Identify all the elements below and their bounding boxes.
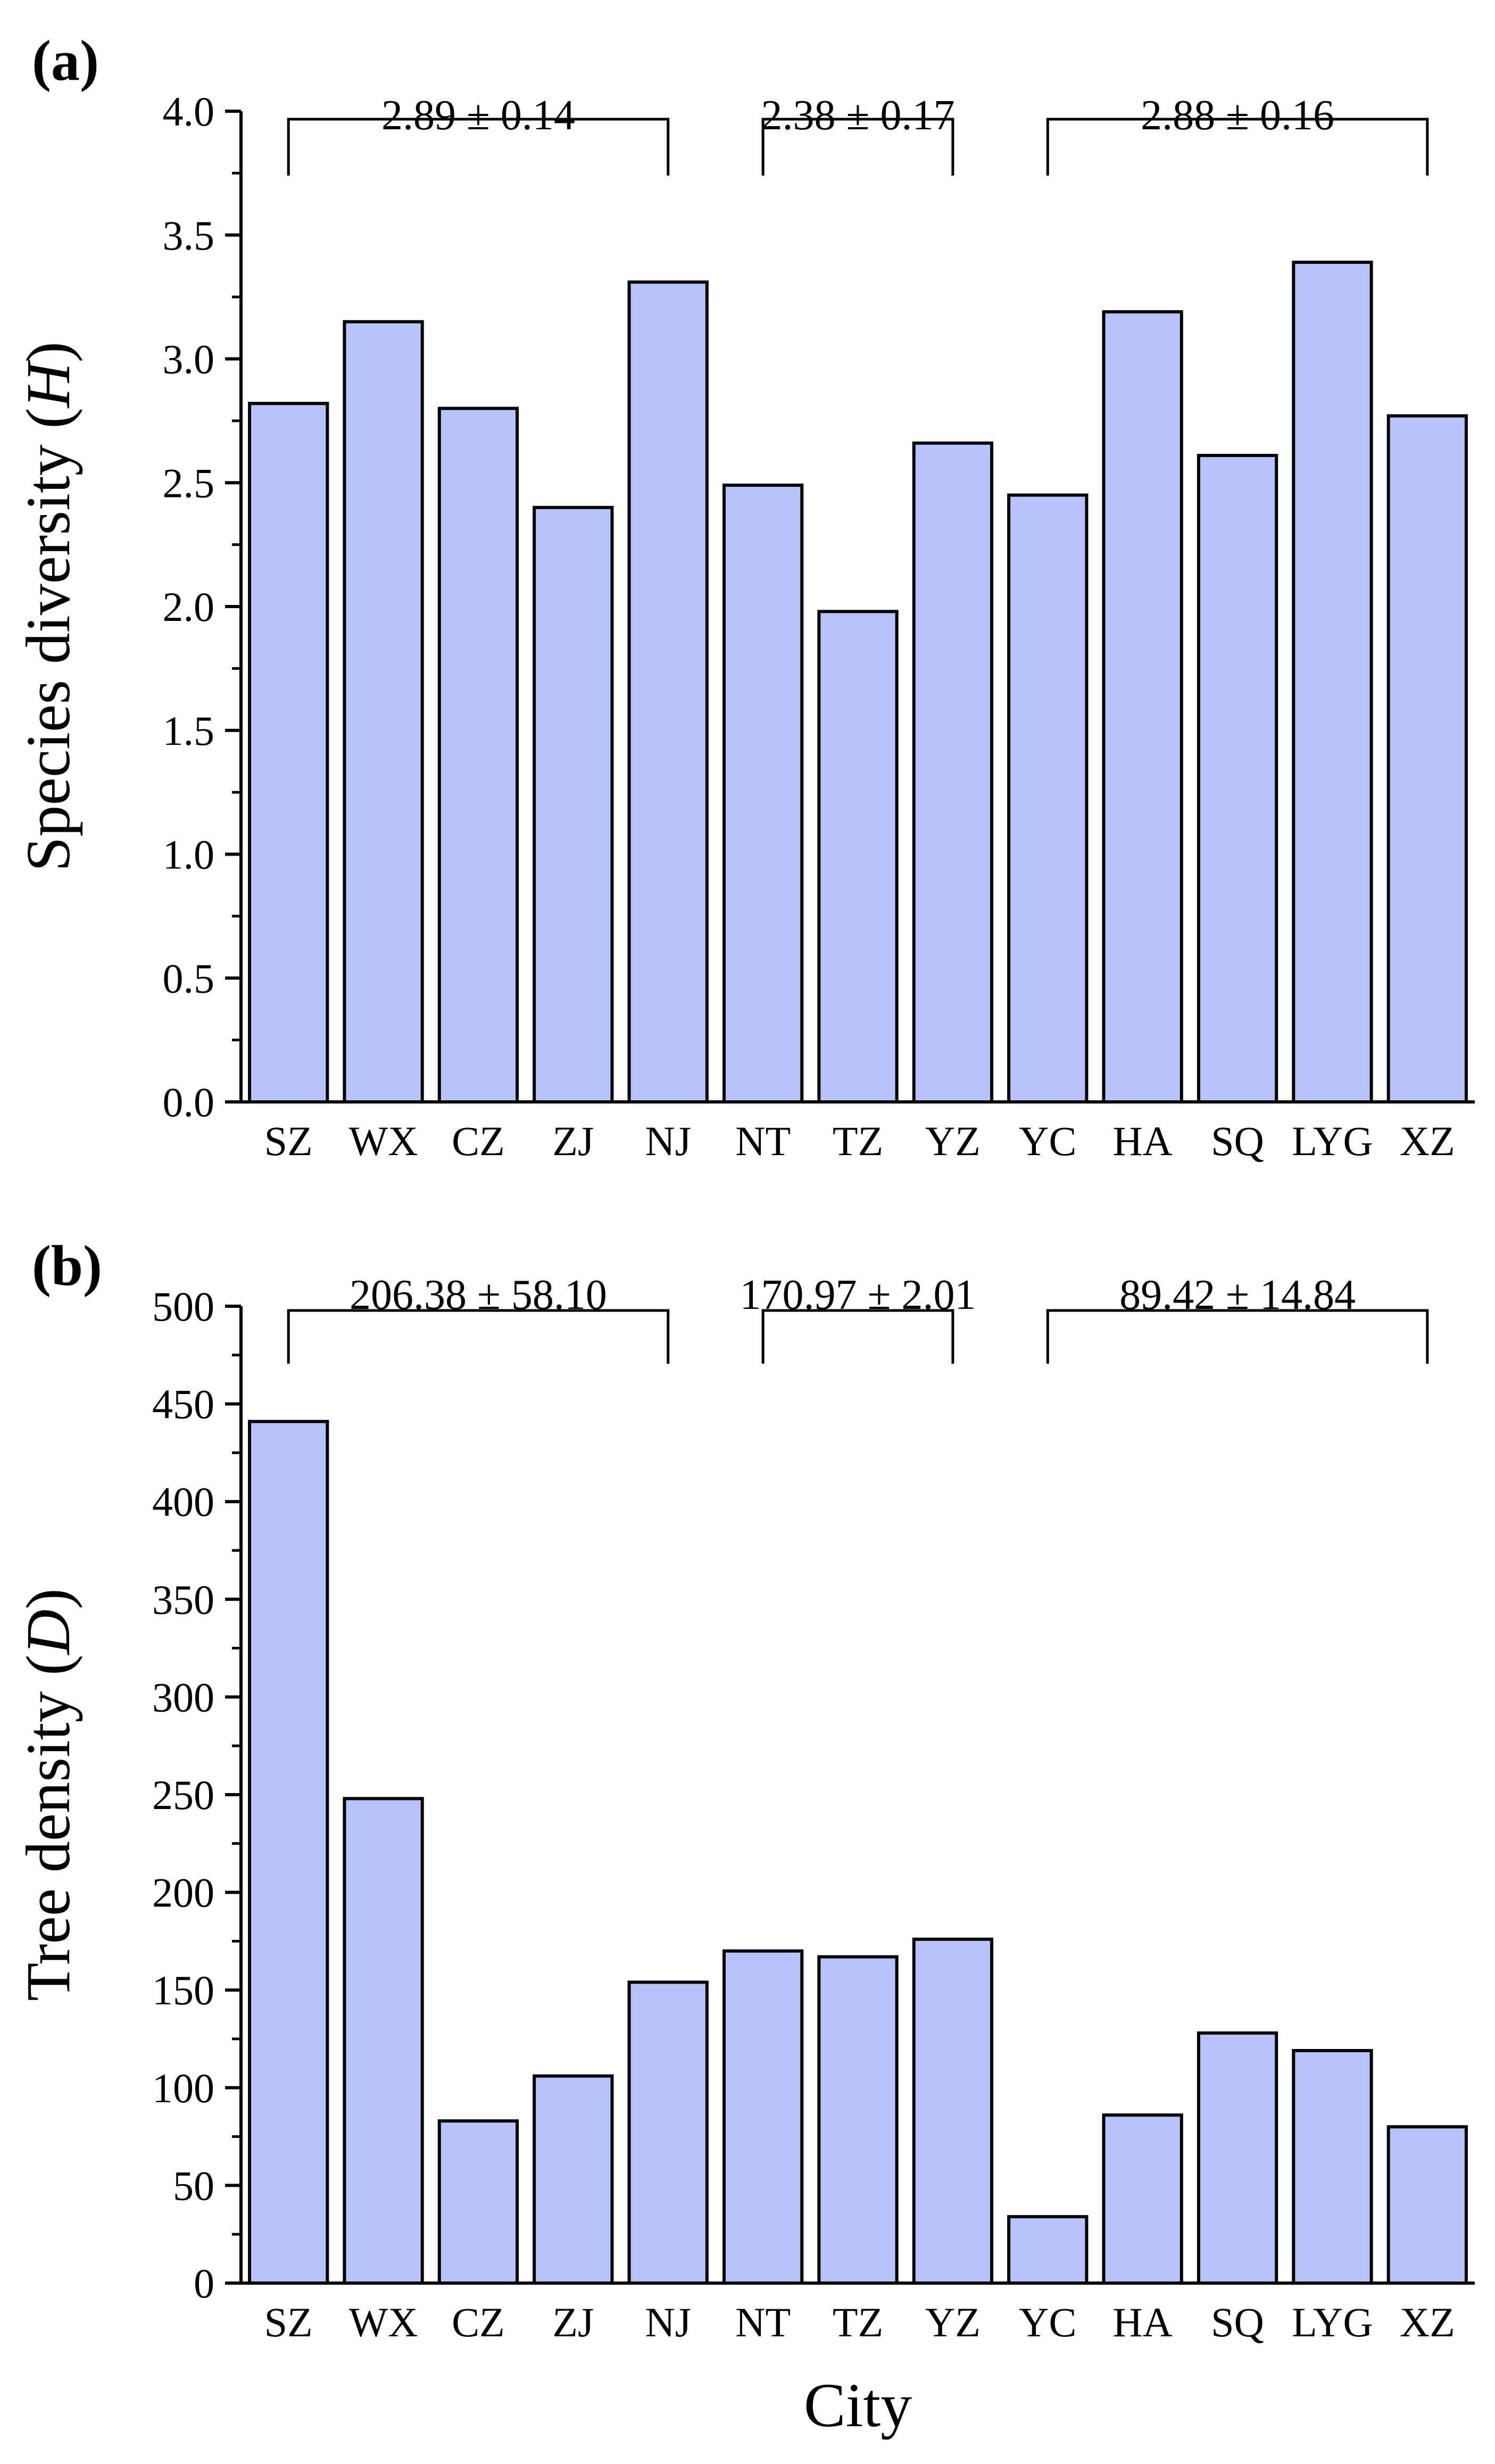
bar-sz: [248, 1420, 329, 2285]
x-tick-label: SZ: [264, 2299, 313, 2345]
y-tick-label: 1.5: [163, 708, 215, 754]
y-tick-label: 0.5: [163, 955, 215, 1001]
bar-nj: [627, 280, 709, 1104]
y-axis-title: Species diversity (H): [13, 342, 83, 872]
bar-nt: [722, 483, 804, 1104]
y-tick-label: 450: [152, 1381, 214, 1428]
y-tick-label: 200: [152, 1870, 214, 1916]
group-bracket: [761, 1309, 954, 1364]
bar-sq: [1197, 2031, 1278, 2285]
bar-lyg: [1292, 260, 1373, 1104]
panel-label: (a): [32, 29, 99, 93]
bar-nj: [627, 1980, 709, 2285]
group-bracket: [287, 118, 670, 176]
y-tick-label: 150: [152, 1967, 214, 2013]
bar-zj: [533, 505, 614, 1104]
x-tick-label: XZ: [1400, 1118, 1455, 1164]
group-bracket: [761, 118, 954, 176]
x-tick-label: HA: [1112, 2299, 1173, 2345]
bar-zj: [533, 2074, 614, 2285]
bar-tz: [817, 1955, 899, 2285]
group-mean-label: 2.38 ± 0.17: [761, 92, 955, 139]
y-tick-label: 2.0: [163, 584, 215, 630]
x-tick-label: ZJ: [552, 2299, 594, 2345]
x-tick-label: SQ: [1211, 2299, 1264, 2345]
y-tick-label: 500: [152, 1283, 214, 1330]
bar-yz: [912, 441, 994, 1104]
y-tick-label: 3.5: [163, 212, 215, 259]
x-tick-label: TZ: [833, 2299, 883, 2345]
x-tick-label: YZ: [925, 1118, 981, 1164]
group-mean-label: 2.88 ± 0.16: [1141, 92, 1334, 139]
bar-tz: [817, 610, 899, 1104]
group-bracket: [1046, 118, 1429, 176]
x-tick-label: CZ: [452, 2299, 505, 2345]
x-tick-label: TZ: [833, 1118, 883, 1164]
group-bracket: [287, 1309, 670, 1364]
y-tick-label: 4.0: [163, 88, 215, 135]
y-tick-label: 250: [152, 1772, 214, 1818]
x-tick-label: NT: [735, 2299, 791, 2345]
group-bracket: [1046, 1309, 1429, 1364]
x-tick-label: HA: [1112, 1118, 1173, 1164]
bar-wx: [343, 320, 424, 1104]
bar-nt: [722, 1949, 804, 2285]
group-mean-label: 89.42 ± 14.84: [1119, 1272, 1356, 1318]
bar-cz: [437, 406, 519, 1104]
panel-a: (a) 0.0 0.5 1.0 1.5 2.0 2.5 3.0 3.5 4.0 SZ WX CZ ZJ NJ…: [13, 29, 1475, 1164]
y-tick-label: 350: [152, 1577, 214, 1623]
y-tick-label: 1.0: [163, 832, 215, 878]
y-tick-label: 50: [173, 2162, 214, 2209]
group-mean-label: 2.89 ± 0.14: [381, 92, 575, 139]
group-mean-label: 170.97 ± 2.01: [740, 1272, 976, 1318]
bar-ha: [1102, 2113, 1183, 2285]
y-tick-label: 100: [152, 2065, 214, 2111]
x-axis-title: City: [804, 2370, 912, 2440]
y-tick-label: 3.0: [163, 336, 215, 383]
x-tick-label: YZ: [925, 2299, 981, 2345]
bar-yc: [1007, 493, 1089, 1104]
x-tick-label: YC: [1019, 2299, 1076, 2345]
x-tick-label: SQ: [1211, 1118, 1264, 1164]
x-tick-label: XZ: [1400, 2299, 1455, 2345]
y-tick-label: 400: [152, 1479, 214, 1525]
x-tick-label: NT: [735, 1118, 791, 1164]
x-tick-label: WX: [349, 1118, 418, 1164]
bar-xz: [1386, 414, 1468, 1104]
bar-ha: [1102, 310, 1183, 1104]
x-tick-label: NJ: [645, 1118, 691, 1164]
bar-wx: [343, 1797, 424, 2285]
x-tick-label: ZJ: [552, 1118, 594, 1164]
bar-yz: [912, 1937, 994, 2285]
x-tick-label: LYG: [1292, 2299, 1373, 2345]
y-axis-title: Tree density (D): [13, 1588, 83, 2001]
bar-sz: [248, 402, 329, 1104]
y-tick-label: 300: [152, 1674, 214, 1720]
y-tick-label: 0: [194, 2260, 214, 2307]
bar-lyg: [1292, 2049, 1373, 2285]
panel-b: (b) 0 50 100 150 200 250 300 350 400 450 500 SZ WX CZ Z…: [13, 1234, 1475, 2440]
x-tick-label: WX: [349, 2299, 418, 2345]
bar-sq: [1197, 454, 1278, 1104]
group-mean-label: 206.38 ± 58.10: [350, 1272, 607, 1318]
panel-label: (b): [32, 1234, 102, 1298]
bar-xz: [1386, 2125, 1468, 2285]
x-tick-label: CZ: [452, 1118, 505, 1164]
x-tick-label: SZ: [264, 1118, 313, 1164]
x-tick-label: NJ: [645, 2299, 691, 2345]
bar-yc: [1007, 2215, 1089, 2285]
y-tick-label: 2.5: [163, 460, 215, 506]
y-tick-label: 0.0: [163, 1079, 215, 1125]
bar-cz: [437, 2119, 519, 2285]
x-tick-label: LYG: [1292, 1118, 1373, 1164]
x-tick-label: YC: [1019, 1118, 1076, 1164]
